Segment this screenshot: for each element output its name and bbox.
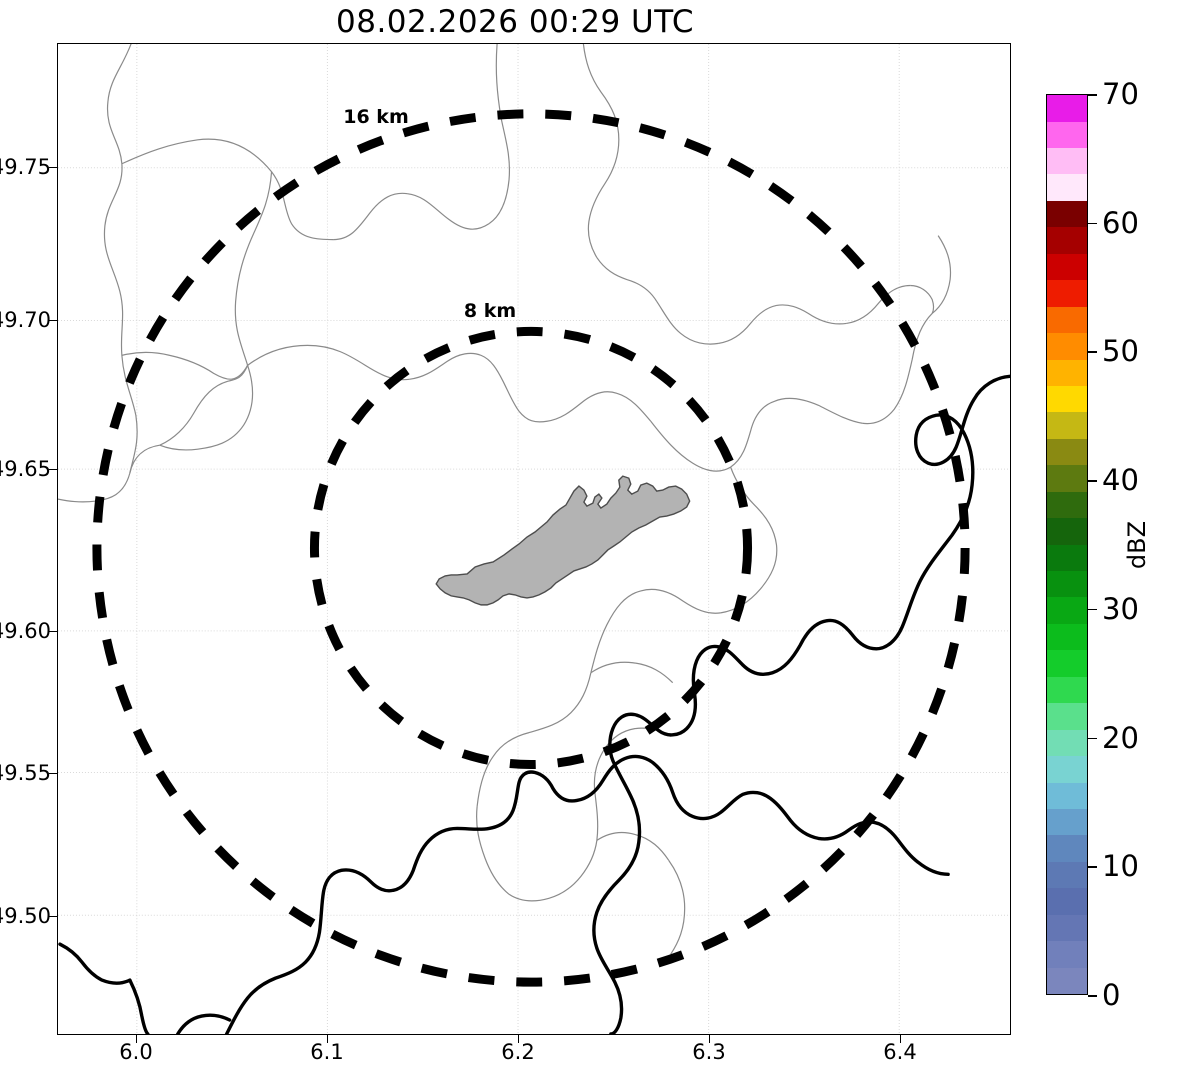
colorbar-tick-label: 30 [1102, 591, 1139, 626]
range-ring-8km [309, 326, 753, 770]
page-title: 08.02.2026 00:29 UTC [336, 4, 694, 40]
colorbar-tick-label: 0 [1102, 978, 1121, 1012]
colorbar-segment-19 [1047, 465, 1087, 492]
colorbar-segment-2 [1047, 914, 1087, 942]
y-tick-label: 49.70 [0, 308, 51, 332]
colorbar-segment-7 [1047, 782, 1087, 809]
y-tick-mark [49, 631, 57, 633]
y-tick-label: 49.60 [0, 619, 51, 643]
y-tick-label: 49.65 [0, 457, 51, 481]
x-tick-label: 6.4 [883, 1040, 917, 1064]
range-ring-label-16km: 16 km [343, 106, 409, 128]
colorbar-segment-10 [1047, 703, 1087, 730]
colorbar-segment-18 [1047, 491, 1087, 519]
colorbar-tick-label: 50 [1102, 334, 1139, 369]
y-tick-mark [49, 320, 57, 322]
x-tick-mark [900, 1035, 902, 1043]
grid-lines [58, 44, 1010, 1034]
colorbar-tick-label: 10 [1102, 849, 1139, 884]
colorbar-segment-6 [1047, 808, 1087, 836]
map-plot-area[interactable]: 16 km 8 km [57, 43, 1011, 1035]
map-canvas [58, 44, 1010, 1034]
y-tick-label: 49.50 [0, 904, 51, 928]
colorbar-tick-label: 20 [1102, 720, 1139, 755]
colorbar-segment-12 [1047, 650, 1087, 677]
colorbar-segment-4 [1047, 861, 1087, 889]
range-ring-label-8km: 8 km [463, 300, 517, 322]
colorbar-segment-33 [1047, 95, 1087, 122]
colorbar-segment-27 [1047, 253, 1087, 281]
colorbar-tick [1088, 866, 1097, 868]
x-tick-mark [518, 1035, 520, 1043]
colorbar-segment-25 [1047, 306, 1087, 334]
colorbar-segment-13 [1047, 623, 1087, 651]
colorbar-segment-21 [1047, 412, 1087, 439]
range-ring-16km [92, 109, 970, 987]
colorbar-title: dBZ [1123, 520, 1151, 570]
colorbar-segment-22 [1047, 385, 1087, 413]
colorbar-tick-label: 40 [1102, 463, 1139, 498]
x-tick-mark [136, 1035, 138, 1043]
colorbar-tick [1088, 351, 1097, 353]
x-tick-mark [709, 1035, 711, 1043]
x-tick-label: 6.1 [310, 1040, 344, 1064]
colorbar-tick [1088, 222, 1097, 225]
colorbar-tick [1088, 608, 1097, 611]
colorbar-tick [1088, 480, 1097, 482]
national-border [58, 374, 1010, 1034]
colorbar-segment-0 [1047, 967, 1087, 994]
y-tick-mark [49, 916, 57, 918]
internal-boundaries [58, 44, 952, 955]
colorbar[interactable]: 70 60 50 40 30 20 10 0 [1046, 77, 1139, 1012]
colorbar-tick-label: 60 [1102, 205, 1139, 240]
x-tick-label: 6.3 [692, 1040, 726, 1064]
colorbar-segment-24 [1047, 333, 1087, 360]
colorbar-segment-1 [1047, 941, 1087, 968]
y-tick-label: 49.75 [0, 155, 51, 179]
colorbar-segment-16 [1047, 544, 1087, 571]
colorbar-segment-17 [1047, 518, 1087, 545]
colorbar-segment-8 [1047, 756, 1087, 783]
city-polygon [435, 475, 691, 606]
x-tick-label: 6.0 [119, 1040, 153, 1064]
colorbar-segment-31 [1047, 148, 1087, 175]
y-tick-mark [49, 469, 57, 471]
colorbar-segment-28 [1047, 227, 1087, 254]
colorbar-segment-14 [1047, 597, 1087, 624]
colorbar-segment-5 [1047, 835, 1087, 862]
colorbar-segment-23 [1047, 359, 1087, 386]
colorbar-segment-9 [1047, 729, 1087, 757]
y-tick-label: 49.55 [0, 761, 51, 785]
colorbar-segment-20 [1047, 438, 1087, 466]
y-tick-mark [49, 773, 57, 775]
colorbar-tick-label: 70 [1102, 77, 1139, 111]
colorbar-tick [1088, 94, 1097, 96]
colorbar-segment-30 [1047, 174, 1087, 201]
colorbar-tick [1088, 737, 1097, 740]
colorbar-gradient [1046, 94, 1088, 995]
colorbar-segment-15 [1047, 571, 1087, 598]
x-tick-mark [327, 1035, 329, 1043]
colorbar-segment-32 [1047, 121, 1087, 148]
y-tick-mark [49, 167, 57, 169]
colorbar-segment-3 [1047, 888, 1087, 915]
colorbar-segment-11 [1047, 676, 1087, 704]
colorbar-tick [1088, 995, 1097, 997]
colorbar-segment-26 [1047, 280, 1087, 307]
x-tick-label: 6.2 [501, 1040, 535, 1064]
colorbar-segment-29 [1047, 200, 1087, 228]
